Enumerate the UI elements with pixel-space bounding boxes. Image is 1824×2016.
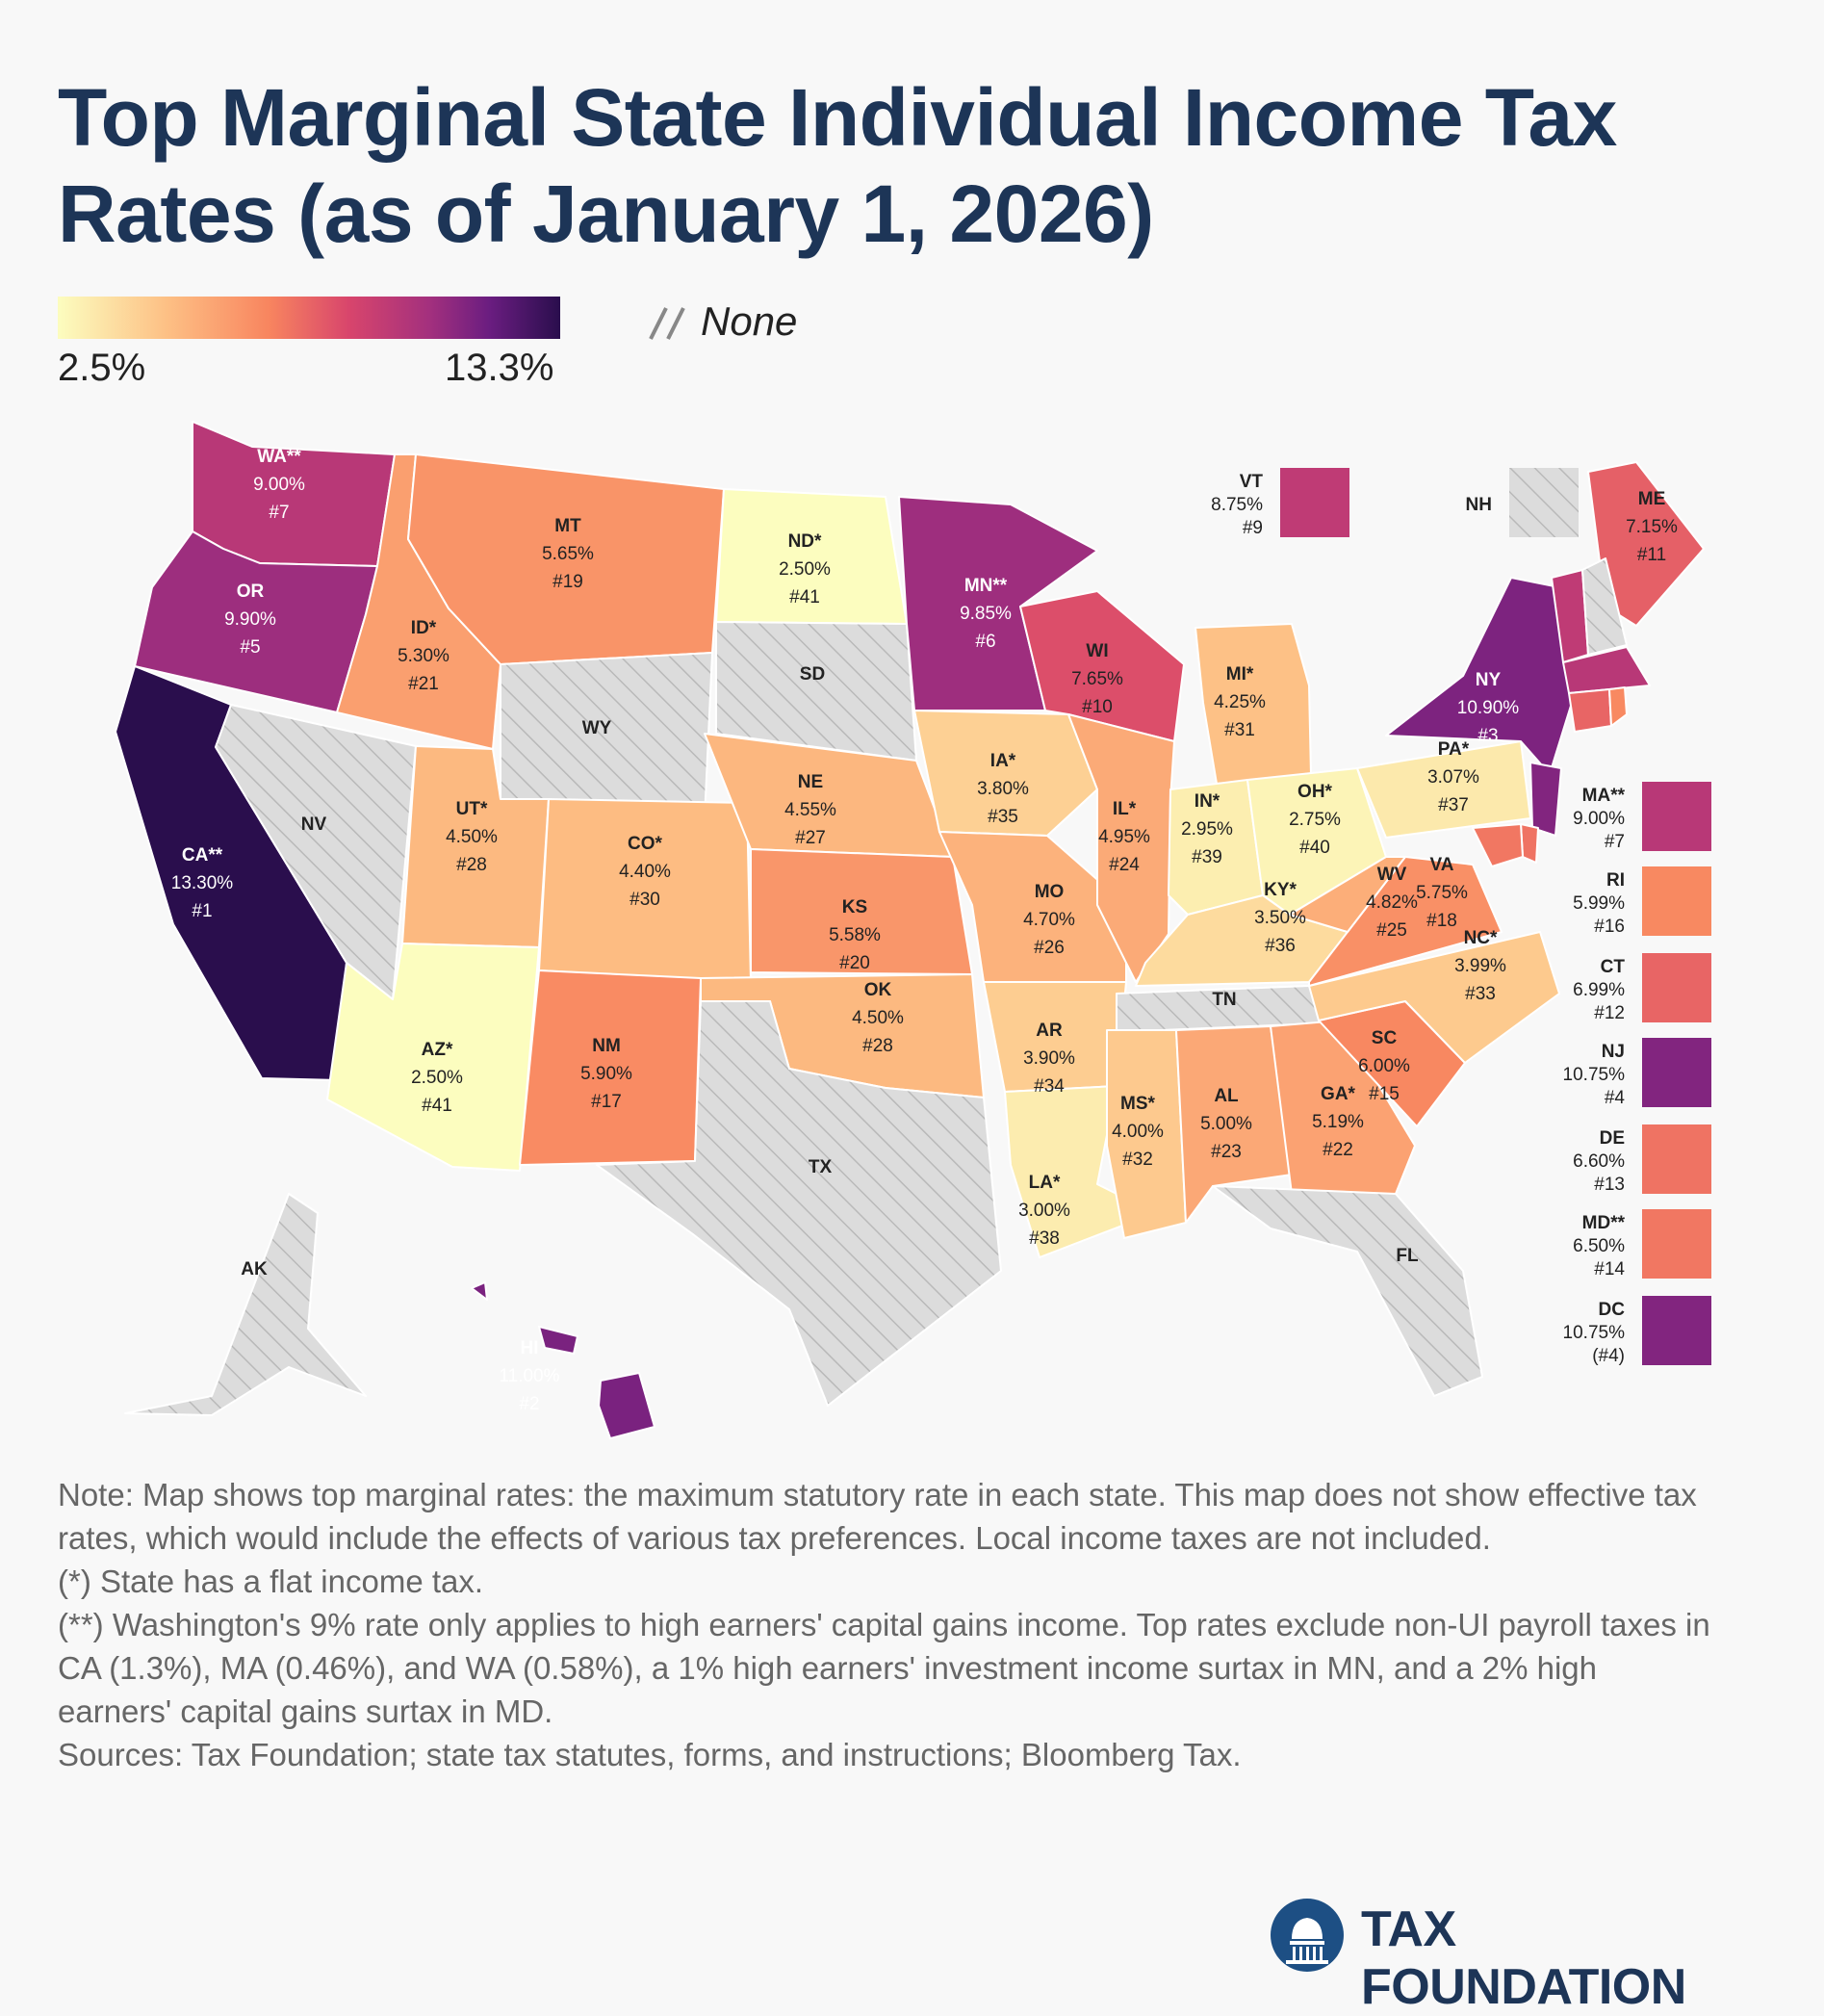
state-label-mt: MT 5.65% #19 <box>542 516 594 592</box>
state-label-pa: PA* 3.07% #37 <box>1427 739 1479 815</box>
side-label-de: DE 6.60% #13 <box>1573 1128 1625 1195</box>
state-shape-nc <box>1308 931 1560 1064</box>
side-label-nj: NJ 10.75% #4 <box>1563 1042 1626 1108</box>
state-label-wy: WY <box>582 718 612 738</box>
state-label-wv: WV 4.82% #25 <box>1366 865 1418 941</box>
state-label-sc: SC 6.00% #15 <box>1358 1028 1410 1104</box>
side-label-ct: CT 6.99% #12 <box>1573 957 1625 1023</box>
state-shape-ct <box>1568 688 1612 733</box>
state-label-me: ME 7.15% #11 <box>1626 489 1678 565</box>
legend-gradient-bar <box>58 297 560 339</box>
us-choropleth-map: VT 8.75% #9 NH MA** 9.00% #7 RI 5.99% #16 CT 6.99% #… <box>115 421 1711 1439</box>
state-shape-fl <box>1212 1185 1483 1397</box>
brand-name: TAX FOUNDATION <box>1361 1901 1686 2015</box>
state-label-nm: NM 5.90% #17 <box>580 1036 632 1112</box>
state-label-nv: NV <box>301 814 327 835</box>
state-label-mn: MN** 9.85% #6 <box>960 576 1012 652</box>
side-label-md: MD** 6.50% #14 <box>1573 1213 1625 1279</box>
side-box-nj <box>1642 1038 1711 1107</box>
side-label-ma: MA** 9.00% #7 <box>1573 786 1625 852</box>
state-label-il: IL* 4.95% #24 <box>1098 799 1150 875</box>
state-label-tx: TX <box>809 1157 833 1177</box>
state-label-wa: WA** 9.00% #7 <box>253 447 305 523</box>
state-label-hi: HI 11.00% #2 <box>499 1338 559 1414</box>
state-shape-ri <box>1608 686 1628 727</box>
state-label-id: ID* 5.30% #21 <box>398 618 450 694</box>
state-label-nd: ND* 2.50% #41 <box>779 531 831 607</box>
state-label-oh: OH* 2.75% #40 <box>1289 782 1341 858</box>
state-shape-al <box>1175 1025 1293 1224</box>
side-box-de <box>1642 1124 1711 1194</box>
state-label-mo: MO 4.70% #26 <box>1023 882 1075 958</box>
state-label-or: OR 9.90% #5 <box>224 582 276 658</box>
state-shape-md <box>1472 823 1524 867</box>
side-label-nh: NH <box>1466 495 1492 515</box>
note-text: Note: Map shows top marginal rates: the … <box>58 1477 1697 1556</box>
state-shape-ia <box>913 710 1098 837</box>
color-legend: 2.5% 13.3% None <box>58 297 797 393</box>
note-sources: Sources: Tax Foundation; state tax statu… <box>58 1737 1242 1772</box>
state-label-al: AL 5.00% #23 <box>1200 1086 1252 1162</box>
state-label-ar: AR 3.90% #34 <box>1023 1021 1075 1097</box>
side-label-vt: VT 8.75% #9 <box>1211 472 1263 538</box>
state-shape-ma <box>1562 646 1651 694</box>
state-label-mi: MI* 4.25% #31 <box>1214 664 1266 740</box>
state-shape-ms <box>1106 1029 1187 1239</box>
state-label-sd: SD <box>800 664 825 685</box>
state-label-ia: IA* 3.80% #35 <box>977 751 1029 827</box>
state-label-ok: OK 4.50% #28 <box>852 980 904 1056</box>
state-label-ms: MS* 4.00% #32 <box>1112 1094 1164 1170</box>
state-shape-wv <box>1289 856 1406 933</box>
state-label-az: AZ* 2.50% #41 <box>411 1040 463 1116</box>
state-label-ks: KS 5.58% #20 <box>829 897 881 973</box>
side-label-ri: RI 5.99% #16 <box>1573 870 1625 937</box>
notes-block: Note: Map shows top marginal rates: the … <box>58 1473 1713 1776</box>
state-label-ut: UT* 4.50% #28 <box>446 799 498 875</box>
state-shape-ak <box>124 1193 367 1416</box>
tax-foundation-logo: TAX FOUNDATION <box>1269 1897 1769 2015</box>
state-label-ca: CA** 13.30% #1 <box>171 845 234 921</box>
state-label-fl: FL <box>1396 1246 1419 1266</box>
state-label-in: IN* 2.95% #39 <box>1181 791 1233 867</box>
state-shape-nj <box>1529 762 1562 837</box>
state-label-ne: NE 4.55% #27 <box>784 772 836 848</box>
side-box-ct <box>1642 953 1711 1022</box>
side-box-nh <box>1509 468 1579 537</box>
state-shape-pa <box>1356 740 1531 839</box>
state-shape-tx <box>596 1000 1002 1407</box>
side-label-dc: DC 10.75% (#4) <box>1563 1300 1626 1366</box>
side-box-vt <box>1280 468 1349 537</box>
state-label-ak: AK <box>241 1259 268 1279</box>
chart-title: Top Marginal State Individual Income Tax… <box>58 72 1617 259</box>
side-box-ma <box>1642 782 1711 851</box>
state-label-nc: NC* 3.99% #33 <box>1454 928 1506 1004</box>
legend-max-label: 13.3% <box>445 347 554 389</box>
state-shape-az <box>326 943 540 1172</box>
side-box-dc <box>1642 1296 1711 1365</box>
capitol-dome-icon <box>1271 1899 1344 1972</box>
note-flat-tax: (*) State has a flat income tax. <box>58 1564 484 1599</box>
state-label-ky: KY* 3.50% #36 <box>1254 880 1306 956</box>
state-shape-nh <box>1581 557 1628 656</box>
side-box-md <box>1642 1209 1711 1279</box>
legend-none-label: None <box>701 298 798 344</box>
legend-min-label: 2.5% <box>58 347 146 389</box>
side-box-ri <box>1642 866 1711 936</box>
state-label-ga: GA* 5.19% #22 <box>1312 1084 1364 1160</box>
state-label-ny: NY 10.90% #3 <box>1457 670 1520 746</box>
state-label-wi: WI 7.65% #10 <box>1071 641 1123 717</box>
legend-none-hatch-icon <box>649 307 685 340</box>
state-label-la: LA* 3.00% #38 <box>1018 1173 1070 1249</box>
state-shape-hi <box>471 1281 655 1439</box>
note-double-asterisk: (**) Washington's 9% rate only applies t… <box>58 1607 1710 1729</box>
state-label-co: CO* 4.40% #30 <box>619 834 671 910</box>
state-label-tn: TN <box>1212 990 1236 1010</box>
state-label-va: VA 5.75% #18 <box>1416 855 1468 931</box>
